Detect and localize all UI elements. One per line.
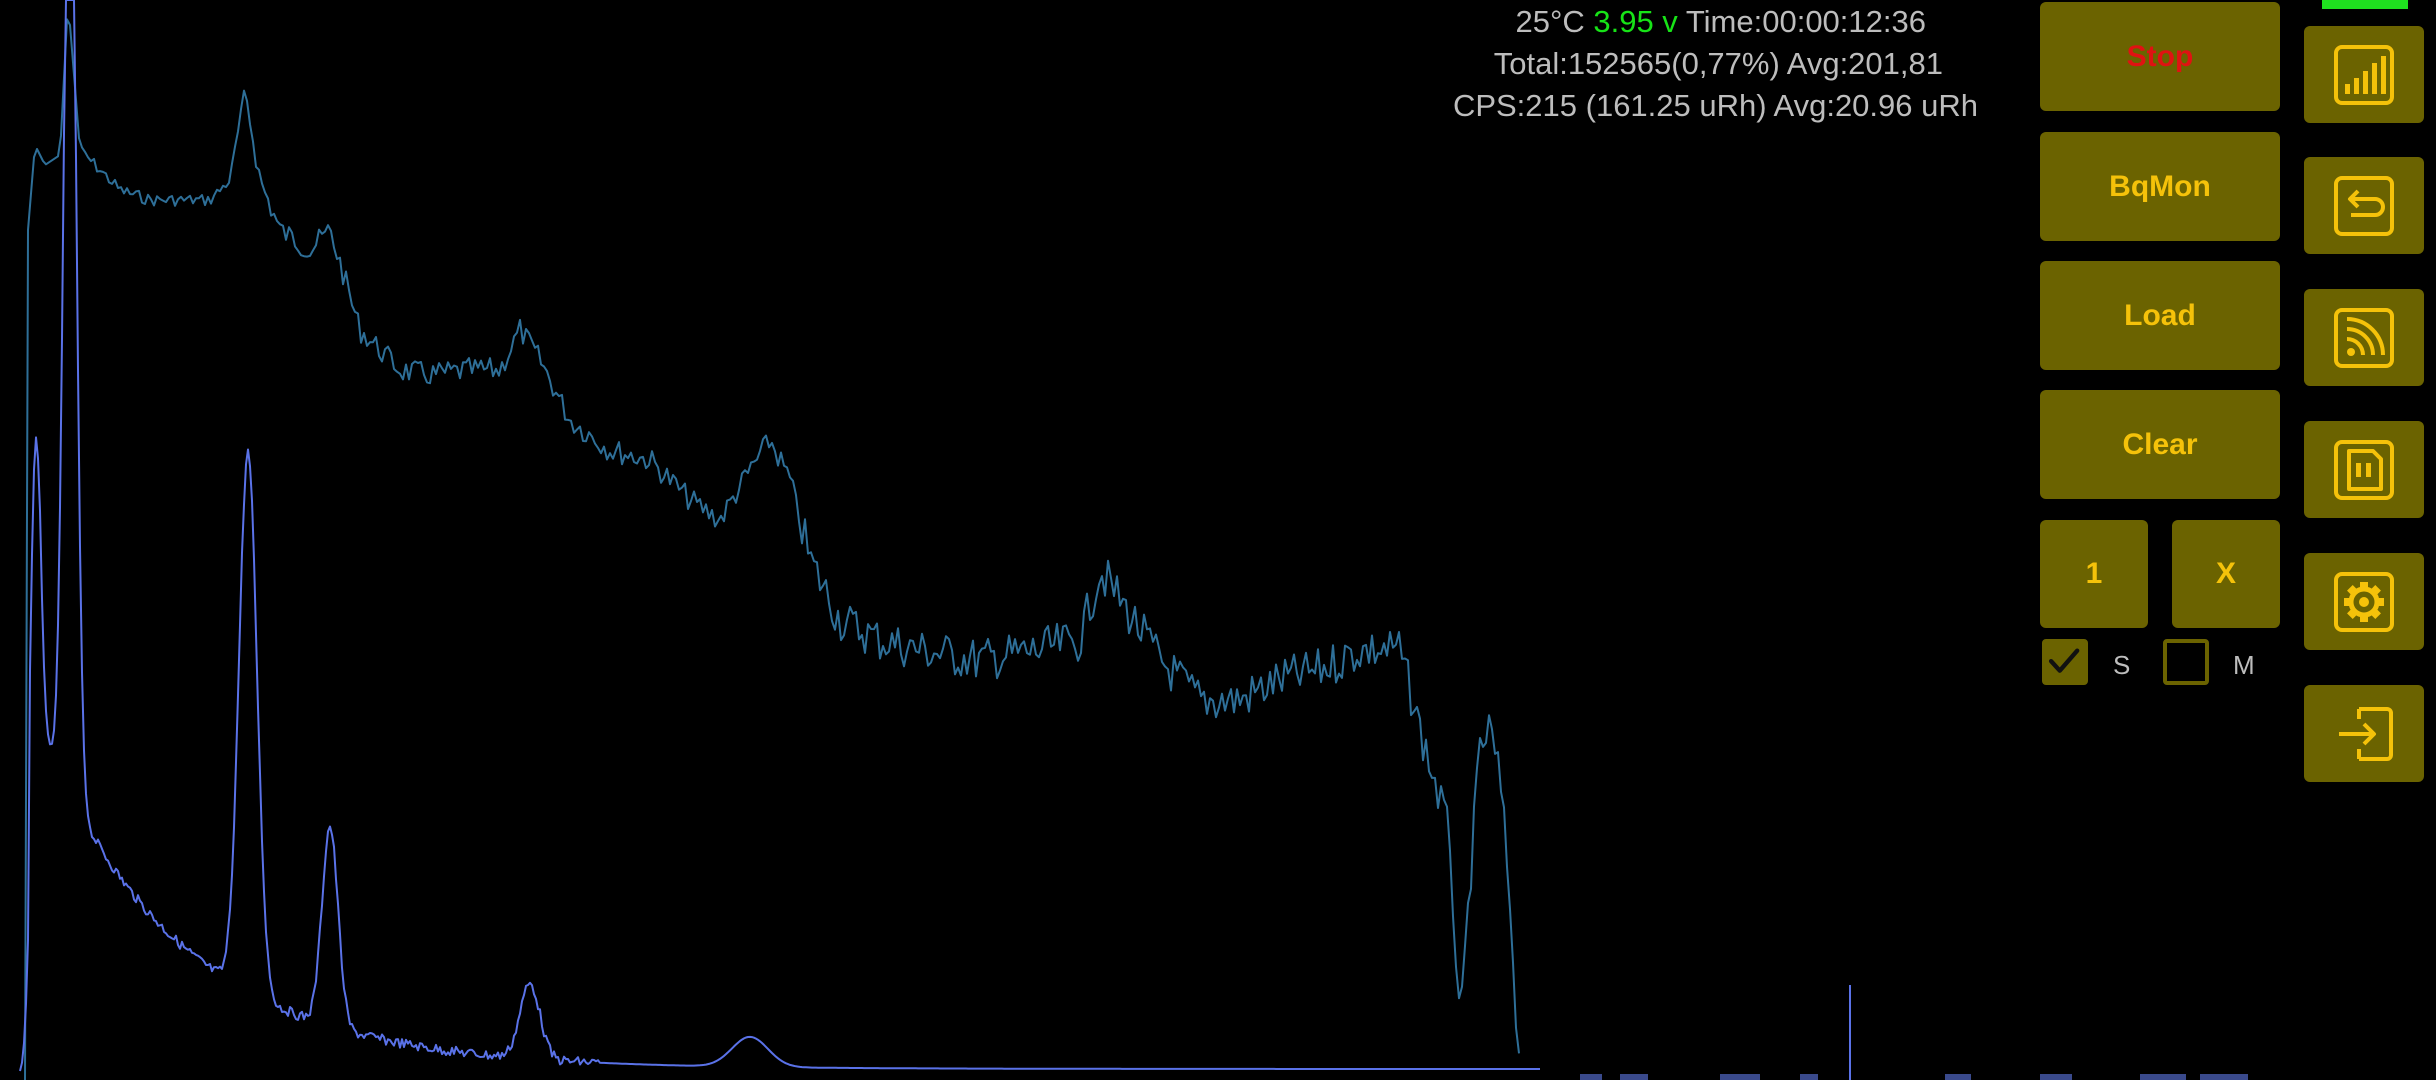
exit-button[interactable] (2304, 685, 2424, 782)
spectrum-log-curve (25, 19, 1519, 1080)
stop-button[interactable]: Stop (2040, 2, 2280, 111)
checkmark-icon (2045, 642, 2085, 682)
axis-tick (1800, 1074, 1818, 1080)
rss-feed-icon (2331, 305, 2397, 371)
spectrum-plot[interactable] (0, 0, 2000, 1080)
axis-tick (2140, 1074, 2186, 1080)
axis-tick (2040, 1074, 2072, 1080)
axis-tick (1945, 1074, 1971, 1080)
load-button[interactable]: Load (2040, 261, 2280, 370)
battery-indicator (2322, 0, 2408, 9)
sd-card-icon (2331, 437, 2397, 503)
x-button[interactable]: X (2172, 520, 2280, 628)
s-checkbox-label: S (2113, 650, 2130, 681)
one-button[interactable]: 1 (2040, 520, 2148, 628)
spectrum-linear-curve (20, 0, 1540, 1071)
s-checkbox[interactable] (2042, 639, 2088, 685)
back-button[interactable] (2304, 157, 2424, 254)
axis-tick (1720, 1074, 1760, 1080)
settings-button[interactable] (2304, 553, 2424, 650)
temperature-text: 25°C (1515, 4, 1584, 39)
sd-card-button[interactable] (2304, 421, 2424, 518)
total-counts-text: Total:152565(0,77%) Avg:201,81 (1494, 46, 1943, 82)
gear-icon (2331, 569, 2397, 635)
signal-button[interactable] (2304, 26, 2424, 123)
m-checkbox-label: M (2233, 650, 2255, 681)
axis-tick (1580, 1074, 1602, 1080)
time-text: Time:00:00:12:36 (1686, 4, 1926, 39)
voltage-text: 3.95 v (1593, 4, 1677, 39)
signal-bars-icon (2331, 42, 2397, 108)
login-arrow-icon (2331, 701, 2397, 767)
feed-button[interactable] (2304, 289, 2424, 386)
bqmon-button[interactable]: BqMon (2040, 132, 2280, 241)
axis-tick (1620, 1074, 1648, 1080)
clear-button[interactable]: Clear (2040, 390, 2280, 499)
back-arrow-icon (2331, 173, 2397, 239)
m-checkbox[interactable] (2163, 639, 2209, 685)
status-temperature-voltage-time: 25°C 3.95 v Time:00:00:12:36 (1515, 4, 1926, 40)
cps-text: CPS:215 (161.25 uRh) Avg:20.96 uRh (1453, 88, 1978, 124)
axis-tick (2200, 1074, 2248, 1080)
